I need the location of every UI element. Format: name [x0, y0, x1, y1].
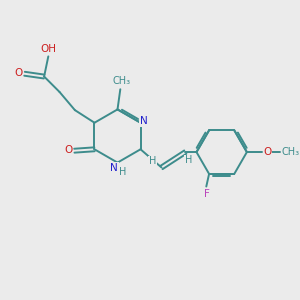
Text: H: H: [119, 167, 126, 176]
Text: CH₃: CH₃: [112, 76, 131, 86]
Text: O: O: [263, 147, 272, 157]
Text: N: N: [110, 163, 118, 172]
Text: F: F: [204, 189, 210, 199]
Text: OH: OH: [41, 44, 57, 54]
Text: H: H: [149, 156, 156, 166]
Text: N: N: [140, 116, 148, 126]
Text: O: O: [64, 145, 72, 155]
Text: H: H: [185, 155, 192, 166]
Text: O: O: [14, 68, 22, 78]
Text: CH₃: CH₃: [281, 147, 299, 157]
